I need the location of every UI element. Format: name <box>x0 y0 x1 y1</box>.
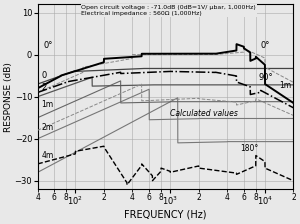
Text: 1m: 1m <box>42 100 54 109</box>
Y-axis label: RESPONSE (dB): RESPONSE (dB) <box>4 62 13 131</box>
Text: 4m: 4m <box>42 151 54 159</box>
Text: 0°: 0° <box>44 41 53 50</box>
Text: 2: 2 <box>42 83 47 92</box>
Text: 180°: 180° <box>240 144 259 153</box>
X-axis label: FREQUENCY (Hz): FREQUENCY (Hz) <box>124 210 207 220</box>
Text: 1m: 1m <box>279 81 291 90</box>
Text: 0°: 0° <box>261 41 270 50</box>
Text: Calculated values: Calculated values <box>170 109 238 118</box>
Text: 90°: 90° <box>258 73 273 82</box>
Text: Open circuit voltage : -71.0dB (0dB=1V/ μbar, 1,000Hz)
Electrical impedance : 56: Open circuit voltage : -71.0dB (0dB=1V/ … <box>81 5 256 16</box>
Text: 0: 0 <box>42 71 47 80</box>
Text: 2m: 2m <box>42 123 54 132</box>
